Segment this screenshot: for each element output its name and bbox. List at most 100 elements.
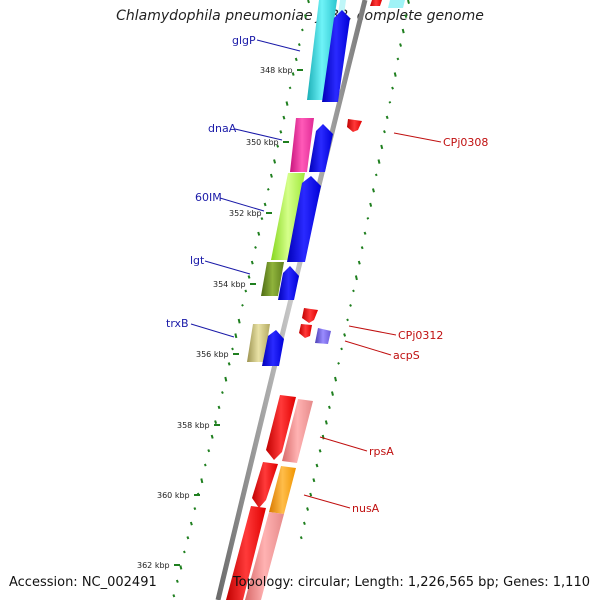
label-nusA[interactable]: nusA — [352, 502, 380, 515]
gc-dot — [250, 260, 254, 265]
feature-glgP[interactable] — [307, 0, 337, 100]
gc-dot — [334, 376, 338, 382]
gc-dot — [309, 492, 313, 497]
gc-dot — [303, 14, 307, 18]
feature-nusA[interactable] — [269, 466, 296, 514]
gc-dot — [291, 72, 295, 76]
gc-dot — [318, 449, 322, 453]
leader-trxB — [190, 323, 235, 338]
gc-dot — [401, 28, 405, 34]
label-glgP[interactable]: glgP — [232, 34, 256, 47]
tick-label-358: 358 kbp — [177, 421, 210, 430]
gc-dot — [241, 303, 244, 307]
reverse-labels: CPj0308 CPj0312 acpS rpsA nusA — [303, 132, 488, 515]
leader-glgP — [256, 39, 301, 52]
tick-label-354: 354 kbp — [213, 280, 246, 289]
label-lgt[interactable]: lgt — [190, 254, 205, 267]
cds-60IM[interactable] — [287, 176, 321, 262]
gc-dot — [354, 275, 358, 281]
cds-CPj0308[interactable] — [347, 119, 362, 132]
label-60IM[interactable]: 60IM — [195, 191, 222, 204]
reverse-features — [226, 119, 362, 600]
gc-dot — [393, 72, 397, 77]
gc-dot — [217, 405, 221, 410]
cds-rpsA[interactable] — [266, 395, 296, 460]
gc-dot — [237, 318, 241, 324]
gc-dot — [227, 362, 231, 366]
gc-dot — [257, 231, 261, 236]
feature-bottom-pink[interactable] — [245, 512, 284, 600]
gc-dot — [388, 100, 392, 104]
gc-dot — [266, 187, 270, 191]
gc-dot — [269, 173, 273, 178]
gc-dot — [260, 217, 264, 221]
label-trxB[interactable]: trxB — [166, 317, 189, 330]
cds-bottom-red[interactable] — [226, 506, 266, 600]
gc-dot — [404, 14, 408, 19]
gc-dot — [224, 376, 228, 382]
gc-dot — [254, 246, 257, 249]
cds-CPj0312-b[interactable] — [299, 324, 312, 338]
gc-dot — [288, 86, 292, 90]
gc-dot — [263, 202, 267, 207]
gc-dot — [396, 57, 400, 61]
gc-dot — [189, 521, 193, 526]
accession-text: Accession: NC_002491 — [9, 575, 157, 590]
gc-dot — [374, 173, 378, 177]
gc-dot — [307, 0, 310, 4]
gc-dot — [331, 391, 334, 396]
label-CPj0308[interactable]: CPj0308 — [443, 136, 488, 149]
feature-trxB[interactable] — [247, 324, 270, 362]
leader-CPj0308 — [393, 132, 442, 143]
gc-dot — [273, 159, 277, 164]
label-dnaA[interactable]: dnaA — [208, 122, 237, 135]
cds-nusA[interactable] — [252, 462, 278, 508]
gc-dot — [363, 231, 367, 235]
tick-label-348: 348 kbp — [260, 66, 293, 75]
gc-dot — [186, 536, 190, 540]
feature-top-red[interactable] — [370, 0, 382, 6]
feature-60IM[interactable] — [271, 173, 305, 260]
tick-label-352: 352 kbp — [229, 209, 262, 218]
gc-dot — [383, 130, 386, 134]
leader-acpS — [344, 340, 392, 356]
feature-lgt[interactable] — [261, 262, 284, 296]
cds-trxB[interactable] — [262, 330, 284, 366]
cds-lgt[interactable] — [278, 266, 299, 300]
gc-dot — [179, 565, 183, 570]
gc-dot — [247, 275, 251, 279]
label-acpS[interactable]: acpS — [393, 349, 420, 362]
gc-dot — [299, 536, 303, 540]
gc-dot — [203, 463, 207, 467]
gc-dot — [407, 0, 410, 4]
map-title: Chlamydophila pneumoniae J138, complete … — [116, 8, 484, 24]
gc-dot — [324, 420, 328, 425]
gc-dot — [352, 289, 355, 293]
cds-CPj0312-a[interactable] — [302, 308, 318, 323]
label-rpsA[interactable]: rpsA — [369, 445, 394, 458]
gc-dot — [380, 144, 384, 150]
gc-dot — [244, 289, 248, 293]
leader-lgt — [204, 260, 251, 275]
gc-dot — [200, 478, 204, 484]
gc-dot — [315, 463, 319, 468]
forward-labels: glgP dnaA 60IM lgt trxB — [166, 34, 301, 338]
cds-glgP[interactable] — [322, 10, 350, 102]
cds-acpS[interactable] — [315, 328, 331, 344]
tick-label-356: 356 kbp — [196, 350, 229, 359]
feature-rpsA[interactable] — [282, 399, 313, 463]
gc-dot — [282, 115, 286, 120]
gc-dot — [234, 333, 238, 339]
feature-dnaA[interactable] — [290, 118, 314, 172]
gc-dot — [360, 246, 364, 250]
gc-dot — [301, 28, 304, 32]
gc-dot — [327, 405, 331, 410]
cds-dnaA[interactable] — [309, 124, 333, 172]
label-CPj0312[interactable]: CPj0312 — [398, 329, 443, 342]
gc-dot — [377, 159, 381, 164]
gc-content-track-inner — [172, 0, 310, 598]
feature-top-cyan[interactable] — [388, 0, 405, 8]
gc-dot — [302, 521, 306, 526]
leader-rpsA — [319, 436, 368, 452]
